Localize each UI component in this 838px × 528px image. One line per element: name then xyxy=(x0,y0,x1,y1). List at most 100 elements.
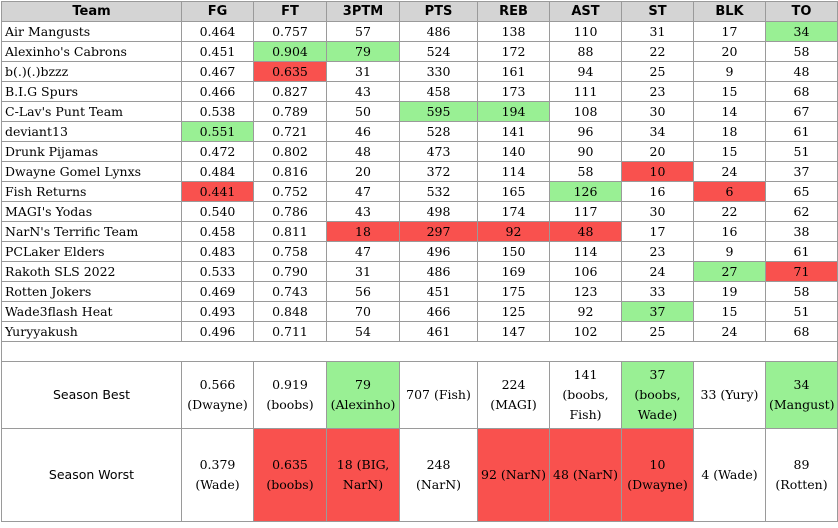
stat-cell-ast: 58 xyxy=(549,161,622,182)
stat-cell-to: 37 xyxy=(765,161,838,182)
table-row: NarN's Terrific Team 0.458 0.811 18 297 92 48 1… xyxy=(1,221,838,242)
team-name-cell: MAGI's Yodas xyxy=(1,201,182,222)
stat-cell-st: 33 xyxy=(621,281,694,302)
stat-cell-fg: 0.493 xyxy=(181,301,254,322)
season-best-cell-3ptm: 79 (Alexinho) xyxy=(326,361,400,429)
stat-cell-fg: 0.496 xyxy=(181,321,254,342)
stat-cell-fg: 0.441 xyxy=(181,181,254,202)
stat-cell-pts: 297 xyxy=(399,221,478,242)
team-name-cell: Dwayne Gomel Lynxs xyxy=(1,161,182,182)
header-row: Team FG FT 3PTM PTS REB AST ST BLK TO xyxy=(1,1,838,22)
season-best-cell-to: 34 (Mangust) xyxy=(765,361,838,429)
table-row: Yuryyakush 0.496 0.711 54 461 147 102 25 24 68 xyxy=(1,321,838,342)
stat-cell-st: 23 xyxy=(621,81,694,102)
stat-cell-reb: 140 xyxy=(477,141,550,162)
stat-cell-pts: 528 xyxy=(399,121,478,142)
stat-cell-ft: 0.816 xyxy=(253,161,327,182)
stat-cell-pts: 532 xyxy=(399,181,478,202)
season-worst-cell-pts: 248 (NarN) xyxy=(399,428,478,522)
stat-cell-fg: 0.467 xyxy=(181,61,254,82)
season-worst-cell-ast: 48 (NarN) xyxy=(549,428,622,522)
season-best-cell-ast: 141 (boobs, Fish) xyxy=(549,361,622,429)
stat-cell-ast: 48 xyxy=(549,221,622,242)
team-name-cell: PCLaker Elders xyxy=(1,241,182,262)
table-row: deviant13 0.551 0.721 46 528 141 96 34 18 61 xyxy=(1,121,838,142)
stat-cell-to: 61 xyxy=(765,121,838,142)
stat-cell-reb: 92 xyxy=(477,221,550,242)
stat-cell-blk: 15 xyxy=(693,301,766,322)
stat-cell-st: 25 xyxy=(621,321,694,342)
stat-cell-3ptm: 70 xyxy=(326,301,400,322)
stat-cell-fg: 0.464 xyxy=(181,21,254,42)
stat-cell-reb: 141 xyxy=(477,121,550,142)
header-fg: FG xyxy=(181,1,254,22)
stat-cell-pts: 330 xyxy=(399,61,478,82)
stat-cell-3ptm: 48 xyxy=(326,141,400,162)
stat-cell-ast: 110 xyxy=(549,21,622,42)
table-row: Alexinho's Cabrons 0.451 0.904 79 524 172 88 22… xyxy=(1,41,838,62)
stat-cell-st: 22 xyxy=(621,41,694,62)
table-row: Air Mangusts 0.464 0.757 57 486 138 110 31 17 34 xyxy=(1,21,838,42)
stat-cell-st: 25 xyxy=(621,61,694,82)
stat-cell-reb: 138 xyxy=(477,21,550,42)
stat-cell-blk: 20 xyxy=(693,41,766,62)
stat-cell-blk: 6 xyxy=(693,181,766,202)
stat-cell-3ptm: 31 xyxy=(326,261,400,282)
stat-cell-ft: 0.752 xyxy=(253,181,327,202)
table-row: Fish Returns 0.441 0.752 47 532 165 126 16 6 65 xyxy=(1,181,838,202)
stat-cell-st: 31 xyxy=(621,21,694,42)
team-name-cell: Fish Returns xyxy=(1,181,182,202)
season-best-cell-reb: 224 (MAGI) xyxy=(477,361,550,429)
table-row: MAGI's Yodas 0.540 0.786 43 498 174 117 30 22 62 xyxy=(1,201,838,222)
stat-cell-pts: 372 xyxy=(399,161,478,182)
stat-cell-ast: 108 xyxy=(549,101,622,122)
header-ft: FT xyxy=(253,1,327,22)
header-to: TO xyxy=(765,1,838,22)
stat-cell-reb: 114 xyxy=(477,161,550,182)
season-worst-cell-fg: 0.379 (Wade) xyxy=(181,428,254,522)
stat-cell-fg: 0.469 xyxy=(181,281,254,302)
stat-cell-fg: 0.538 xyxy=(181,101,254,122)
stat-cell-reb: 161 xyxy=(477,61,550,82)
stat-cell-to: 68 xyxy=(765,321,838,342)
table-row: Rakoth SLS 2022 0.533 0.790 31 486 169 106 24 27… xyxy=(1,261,838,282)
season-best-cell-st: 37 (boobs, Wade) xyxy=(621,361,694,429)
stat-cell-blk: 15 xyxy=(693,141,766,162)
stat-cell-blk: 22 xyxy=(693,201,766,222)
stat-cell-ast: 92 xyxy=(549,301,622,322)
stat-cell-blk: 16 xyxy=(693,221,766,242)
stat-cell-3ptm: 54 xyxy=(326,321,400,342)
season-worst-cell-reb: 92 (NarN) xyxy=(477,428,550,522)
stat-cell-3ptm: 57 xyxy=(326,21,400,42)
stat-cell-reb: 194 xyxy=(477,101,550,122)
stat-cell-reb: 172 xyxy=(477,41,550,62)
stat-cell-ft: 0.904 xyxy=(253,41,327,62)
header-st: ST xyxy=(621,1,694,22)
stat-cell-ft: 0.757 xyxy=(253,21,327,42)
stat-cell-blk: 18 xyxy=(693,121,766,142)
table-row: b(.)(.)bzzz 0.467 0.635 31 330 161 94 25 9 48 xyxy=(1,61,838,82)
stat-cell-ast: 111 xyxy=(549,81,622,102)
team-name-cell: Rotten Jokers xyxy=(1,281,182,302)
stat-cell-pts: 451 xyxy=(399,281,478,302)
stat-cell-pts: 486 xyxy=(399,261,478,282)
stat-cell-fg: 0.483 xyxy=(181,241,254,262)
stat-cell-st: 20 xyxy=(621,141,694,162)
stat-cell-3ptm: 79 xyxy=(326,41,400,62)
stat-cell-to: 58 xyxy=(765,281,838,302)
stat-cell-fg: 0.451 xyxy=(181,41,254,62)
stat-cell-blk: 19 xyxy=(693,281,766,302)
season-best-cell-blk: 33 (Yury) xyxy=(693,361,766,429)
stat-cell-ft: 0.811 xyxy=(253,221,327,242)
stat-cell-3ptm: 43 xyxy=(326,81,400,102)
team-name-cell: b(.)(.)bzzz xyxy=(1,61,182,82)
season-worst-label: Season Worst xyxy=(1,428,182,522)
stat-cell-fg: 0.533 xyxy=(181,261,254,282)
team-name-cell: Wade3flash Heat xyxy=(1,301,182,322)
stat-cell-pts: 466 xyxy=(399,301,478,322)
header-pts: PTS xyxy=(399,1,478,22)
season-worst-row: Season Worst 0.379 (Wade) 0.635 (boobs) 18 … xyxy=(1,428,838,522)
stat-cell-ft: 0.711 xyxy=(253,321,327,342)
team-name-cell: C-Lav's Punt Team xyxy=(1,101,182,122)
